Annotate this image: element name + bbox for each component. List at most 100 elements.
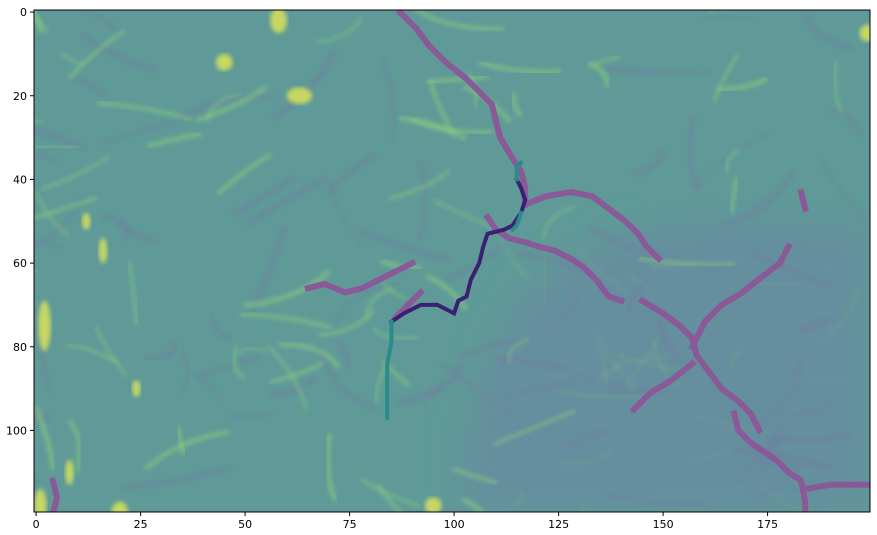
valley-streak (735, 423, 790, 484)
ridge-streak (34, 10, 44, 34)
path-series-12 (388, 176, 528, 325)
ridge-streak (575, 244, 634, 299)
ridge-streak (628, 274, 653, 292)
path-series-2 (483, 212, 626, 305)
bright-peak (38, 300, 51, 352)
valley-streak (179, 350, 191, 394)
path-series-6 (801, 481, 870, 493)
valley-streak (34, 151, 60, 164)
ridge-streak (592, 55, 621, 70)
valley-streak (437, 508, 465, 512)
ridge-streak (414, 10, 505, 32)
ridge-streak (381, 359, 411, 387)
valley-streak (248, 226, 289, 310)
valley-streak (774, 429, 851, 446)
ridge-streak (425, 273, 469, 312)
ridge-streak (266, 344, 308, 409)
valley-streak (766, 425, 782, 469)
ridge-streak (325, 433, 338, 502)
valley-streak (759, 356, 803, 426)
valley-streak (552, 289, 580, 330)
path-series-9 (304, 259, 417, 296)
ridge-streak (712, 53, 740, 103)
bright-peak (98, 237, 108, 264)
ridge-streak (493, 409, 576, 446)
ridge-streak (373, 326, 419, 340)
valley-streak (197, 354, 263, 379)
path-overlays (49, 10, 870, 512)
valley-streak (752, 466, 800, 503)
valley-streak (494, 354, 568, 373)
valley-streak (802, 12, 855, 53)
bright-peak (82, 212, 91, 230)
ridge-streak (686, 448, 735, 463)
path-series-0 (395, 10, 529, 208)
valley-streak (630, 148, 667, 178)
valley-streak (686, 115, 705, 193)
ridge-streak (316, 17, 363, 44)
x-tick-label: 175 (757, 518, 778, 531)
x-tick-label: 125 (548, 518, 569, 531)
ridge-streak (716, 76, 769, 93)
valley-streak (244, 175, 331, 228)
path-series-8 (797, 188, 809, 213)
ridge-streak (94, 326, 128, 377)
y-tick-label: 40 (13, 173, 27, 186)
ridge-streak (507, 337, 530, 364)
ridge-streak (240, 346, 267, 356)
ridge-streak (578, 502, 584, 512)
x-tick-label: 0 (33, 518, 40, 531)
ridge-streak (649, 261, 696, 272)
ridge-streak (64, 344, 120, 364)
valley-streak (501, 379, 576, 401)
valley-streak (424, 386, 445, 412)
ridge-streak (34, 13, 50, 34)
valley-streak (121, 464, 232, 491)
valley-streak (563, 429, 611, 452)
ridge-streak (34, 196, 98, 220)
ridge-streak (729, 176, 739, 214)
ridge-streak (557, 389, 646, 401)
ridge-streak (195, 85, 268, 123)
valley-streak (144, 341, 178, 362)
path-series-14 (514, 159, 524, 182)
ridge-streak (67, 29, 126, 81)
valley-streak (80, 32, 159, 73)
valley-streak (702, 14, 755, 20)
valley-streak (585, 224, 681, 265)
valley-streak (99, 112, 207, 146)
y-tick-label: 20 (13, 90, 27, 103)
ridge-streak (279, 341, 341, 369)
valley-streak (744, 246, 836, 290)
path-series-1 (521, 188, 664, 264)
valley-streak (335, 283, 397, 323)
valley-streak (817, 158, 869, 226)
y-tick-label: 100 (6, 424, 27, 437)
bright-peak (132, 380, 141, 397)
path-series-3 (638, 296, 764, 435)
ridge-streak (425, 74, 489, 85)
y-tick-label: 0 (20, 6, 27, 19)
valley-streak (734, 445, 836, 472)
path-series-4 (688, 242, 793, 351)
path-series-5 (730, 410, 809, 512)
valley-streak (439, 361, 521, 422)
x-tick-label: 50 (238, 518, 252, 531)
valley-streak (230, 174, 299, 218)
ridge-streak (478, 60, 562, 75)
ridge-streak (34, 269, 38, 272)
valley-streak (64, 75, 107, 98)
valley-streak (457, 337, 524, 361)
valley-streak (723, 168, 798, 229)
ridge-streak (376, 483, 403, 512)
path-series-11 (49, 476, 61, 512)
x-tick-label: 25 (134, 518, 148, 531)
x-tick-label: 100 (444, 518, 465, 531)
ridge-streak (587, 61, 610, 88)
valley-streak (325, 152, 377, 195)
ridge-streak (388, 169, 451, 201)
valley-streak (415, 161, 430, 244)
valley-streak (228, 410, 277, 420)
